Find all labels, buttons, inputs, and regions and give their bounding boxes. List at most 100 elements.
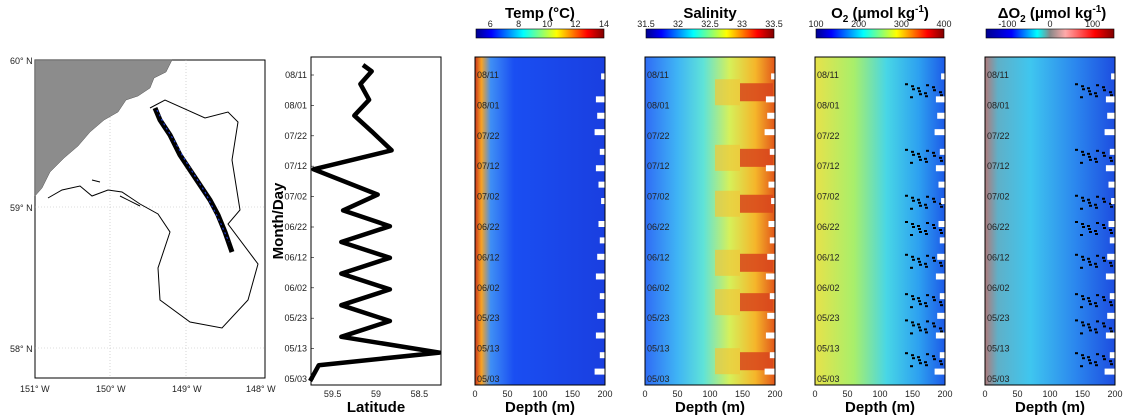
low-o2-speck xyxy=(1088,155,1091,158)
salinity-deep-band xyxy=(740,253,773,272)
no-data-gap xyxy=(597,253,605,260)
temp-xlabel: Depth (m) xyxy=(505,399,575,415)
low-o2-speck xyxy=(911,354,914,357)
no-data-gap xyxy=(1104,129,1115,136)
no-data-gap xyxy=(937,312,945,319)
no-data-gap xyxy=(597,312,605,319)
low-o2-speck xyxy=(940,159,943,162)
ytick-label: 07/22 xyxy=(817,131,840,141)
low-o2-speck xyxy=(1095,364,1098,367)
low-o2-speck xyxy=(917,87,920,90)
low-o2-speck xyxy=(1081,321,1084,324)
low-o2-speck xyxy=(918,300,921,303)
low-o2-speck xyxy=(1110,330,1113,333)
low-o2-speck xyxy=(911,223,914,225)
low-o2-speck xyxy=(1081,295,1084,298)
do2-field xyxy=(985,57,1115,385)
map-lon-label-148: 148° W xyxy=(246,384,276,394)
low-o2-speck xyxy=(1094,157,1097,160)
low-o2-speck xyxy=(910,234,913,236)
no-data-gap xyxy=(1107,312,1115,319)
low-o2-speck xyxy=(912,324,915,327)
low-o2-speck xyxy=(1102,86,1105,89)
salinity-mid-band xyxy=(715,144,740,171)
low-o2-speck xyxy=(910,332,913,335)
low-o2-speck xyxy=(933,299,936,302)
colorbar-tick-label: -100 xyxy=(998,19,1016,29)
lat-ytick-label: 06/22 xyxy=(284,222,307,232)
no-data-gap xyxy=(764,368,775,375)
low-o2-speck xyxy=(919,329,922,332)
lat-ytick-label: 07/02 xyxy=(284,192,307,202)
low-o2-speck xyxy=(933,227,936,229)
ytick-label: 06/12 xyxy=(477,252,500,262)
no-data-gap xyxy=(601,73,605,80)
low-o2-speck xyxy=(925,364,928,367)
low-o2-speck xyxy=(1103,227,1106,229)
panel-marks-5: 0 50 100 150 200 08/11 08/01 07/22 07/12 07/02 06/… xyxy=(982,19,1122,399)
no-data-gap xyxy=(941,198,945,205)
low-o2-speck xyxy=(1089,231,1092,233)
panel-marks-3: 0 50 100 150 200 08/11 08/01 07/22 07/12 07/02 06/… xyxy=(637,19,783,399)
low-o2-speck xyxy=(917,356,920,359)
xtick-label: 150 xyxy=(565,389,580,399)
low-o2-speck xyxy=(1088,201,1091,204)
no-data-gap xyxy=(939,293,945,300)
low-o2-speck xyxy=(918,260,921,263)
no-data-gap xyxy=(771,73,775,80)
salinity-mid-band xyxy=(715,249,740,276)
low-o2-speck xyxy=(905,83,908,86)
salinity-deep-band xyxy=(740,293,773,312)
latitude-series-line xyxy=(308,63,442,383)
no-data-gap xyxy=(935,165,945,172)
salinity-deep-band xyxy=(740,352,773,371)
ytick-label: 08/01 xyxy=(817,100,840,110)
low-o2-speck xyxy=(1087,225,1090,227)
low-o2-speck xyxy=(1087,257,1090,260)
low-o2-speck xyxy=(926,294,929,297)
low-o2-speck xyxy=(939,360,942,363)
colorbar-tick-label: 8 xyxy=(516,19,521,29)
low-o2-speck xyxy=(1080,234,1083,236)
low-o2-speck xyxy=(1088,359,1091,362)
colorbar-tick-label: 200 xyxy=(851,19,866,29)
no-data-gap xyxy=(599,293,605,300)
low-o2-speck xyxy=(1082,258,1085,261)
low-o2-speck xyxy=(940,330,943,333)
low-o2-speck xyxy=(932,256,935,259)
colorbar-tick-label: 31.5 xyxy=(637,19,655,29)
temp-colorbar xyxy=(475,28,605,39)
low-o2-speck xyxy=(1095,233,1098,235)
ytick-label: 07/02 xyxy=(477,192,500,202)
low-o2-speck xyxy=(1094,92,1097,95)
xtick-label: 100 xyxy=(532,389,547,399)
low-o2-speck xyxy=(1096,195,1099,198)
map-ship-track xyxy=(47,99,259,329)
no-data-gap xyxy=(765,273,775,280)
colorbar-tick-label: 100 xyxy=(1085,19,1100,29)
low-o2-speck xyxy=(1095,305,1098,308)
low-o2-speck xyxy=(1081,150,1084,153)
xtick-label: 0 xyxy=(472,389,477,399)
ytick-label: 06/22 xyxy=(817,222,840,232)
panel-border xyxy=(984,56,1116,386)
no-data-gap xyxy=(1108,221,1115,227)
low-o2-speck xyxy=(1095,206,1098,209)
low-o2-speck xyxy=(924,203,927,206)
map-lat-label-60: 60° N xyxy=(10,56,33,66)
low-o2-speck xyxy=(1075,352,1078,355)
lat-ytick-label: 05/13 xyxy=(284,344,307,354)
low-o2-speck xyxy=(1102,151,1105,154)
low-o2-speck xyxy=(1082,88,1085,91)
low-o2-speck xyxy=(1103,200,1106,203)
low-o2-speck xyxy=(1102,197,1105,200)
colorbar-tick-label: 12 xyxy=(571,19,581,29)
xtick-label: 200 xyxy=(767,389,782,399)
low-o2-speck xyxy=(1109,360,1112,363)
low-o2-speck xyxy=(918,228,921,230)
low-o2-speck xyxy=(1102,224,1105,226)
ytick-label: 05/23 xyxy=(817,313,840,323)
low-o2-speck xyxy=(1094,328,1097,331)
low-o2-speck xyxy=(1110,205,1113,208)
no-data-gap xyxy=(769,237,775,244)
